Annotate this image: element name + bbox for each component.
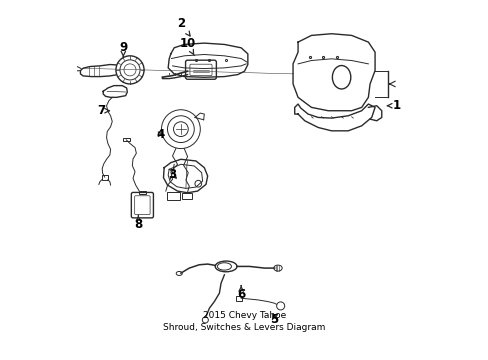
- Text: 7: 7: [97, 104, 109, 117]
- Text: 1: 1: [386, 99, 400, 112]
- Bar: [236, 296, 242, 301]
- Text: 3: 3: [168, 168, 176, 181]
- Bar: [182, 193, 192, 199]
- Text: 2: 2: [177, 17, 190, 36]
- Text: 2015 Chevy Tahoe
Shroud, Switches & Levers Diagram: 2015 Chevy Tahoe Shroud, Switches & Leve…: [163, 311, 325, 332]
- Text: 9: 9: [119, 41, 127, 57]
- Bar: [122, 138, 129, 141]
- Bar: [102, 175, 108, 180]
- Text: 5: 5: [270, 314, 278, 327]
- Bar: [166, 192, 180, 200]
- Text: 8: 8: [134, 215, 142, 231]
- Text: 10: 10: [179, 37, 195, 55]
- Text: 6: 6: [237, 285, 245, 301]
- Text: 4: 4: [156, 128, 164, 141]
- Bar: [139, 191, 145, 194]
